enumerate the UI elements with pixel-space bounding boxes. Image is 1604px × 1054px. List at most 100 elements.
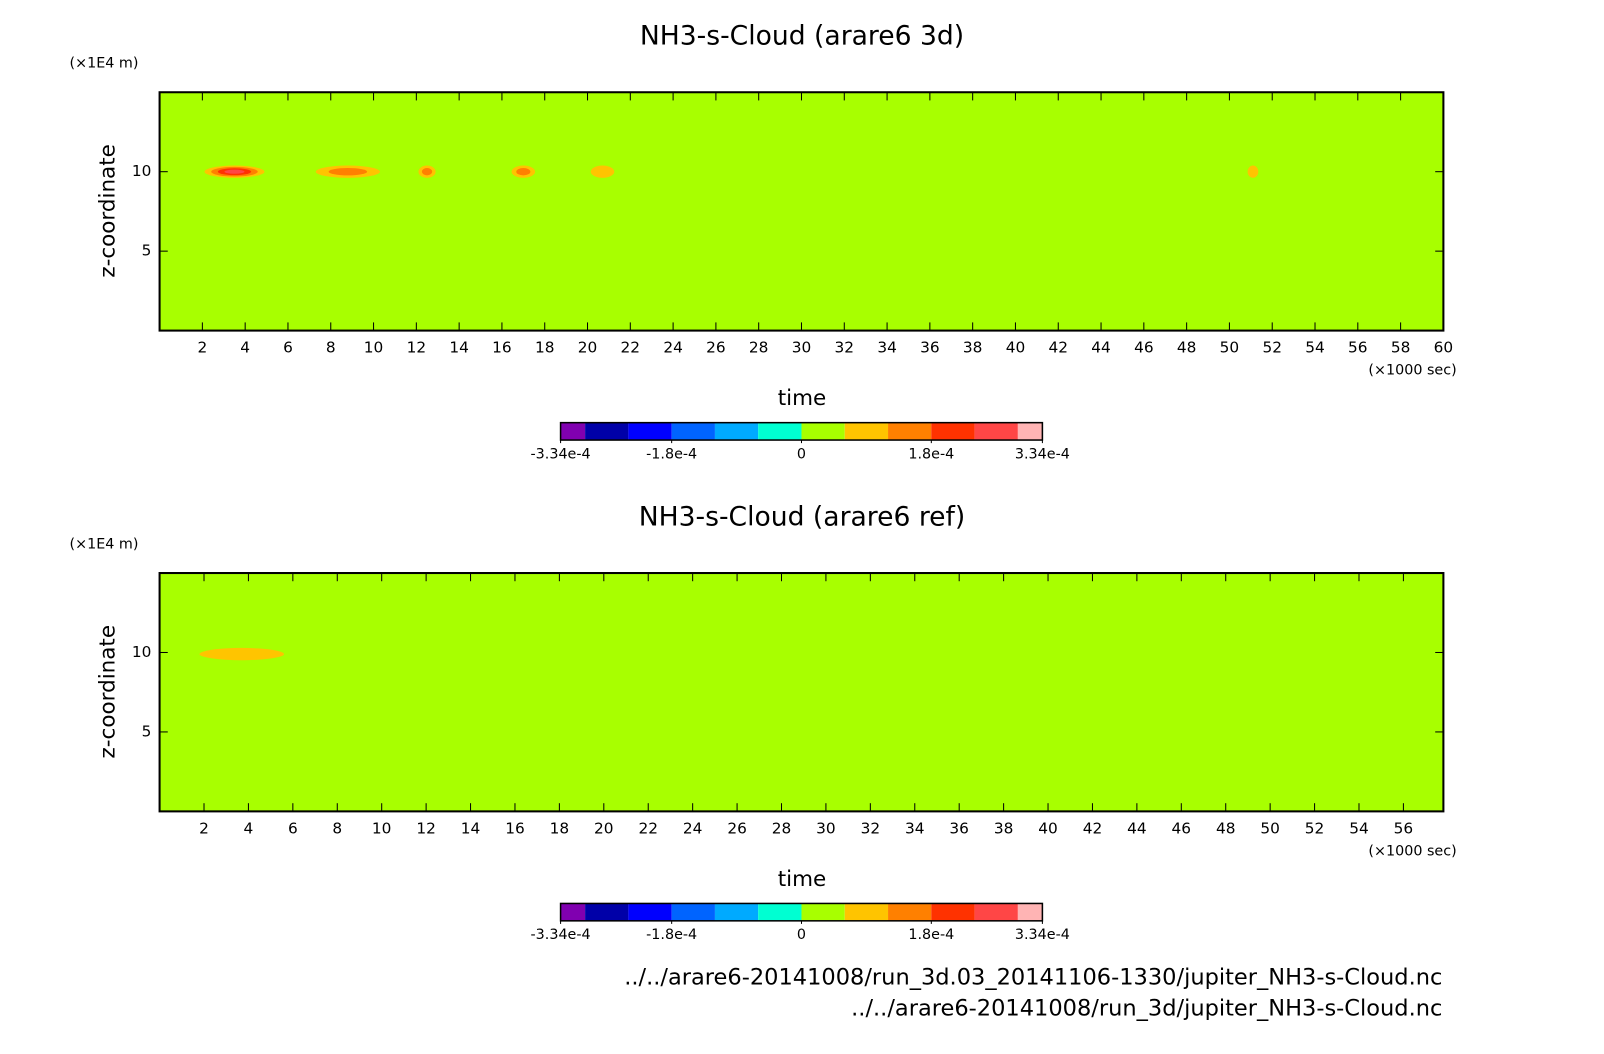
colorbar-segment bbox=[931, 422, 975, 441]
x-tick-label: 42 bbox=[1048, 338, 1068, 356]
y-unit: (×1E4 m) bbox=[70, 56, 139, 72]
colorbar-segment bbox=[1017, 903, 1043, 921]
x-tick-label: 54 bbox=[1305, 338, 1325, 356]
colorbar-segment bbox=[801, 903, 845, 921]
cloud-contour bbox=[199, 647, 284, 661]
colorbar-label: 0 bbox=[797, 446, 806, 462]
features bbox=[204, 165, 1259, 178]
x-tick-label: 40 bbox=[1038, 819, 1058, 837]
x-tick-label: 52 bbox=[1305, 819, 1325, 837]
x-tick-label: 8 bbox=[332, 819, 342, 837]
colorbar-segment bbox=[671, 903, 715, 921]
y-axis-label: z-coordinate bbox=[95, 144, 120, 278]
colorbar-segment bbox=[888, 903, 932, 921]
x-tick-label: 26 bbox=[727, 819, 747, 837]
colorbar-segment bbox=[758, 422, 802, 441]
x-tick-label: 40 bbox=[1006, 338, 1026, 356]
x-tick-label: 32 bbox=[861, 819, 881, 837]
plot-frame bbox=[158, 572, 1445, 813]
chart-title: NH3-s-Cloud (arare6 3d) bbox=[640, 21, 964, 52]
x-tick-label: 10 bbox=[364, 338, 384, 356]
colorbar-segment bbox=[585, 903, 629, 921]
x-tick-label: 28 bbox=[772, 819, 792, 837]
x-tick-label: 14 bbox=[449, 338, 469, 356]
x-tick-label: 24 bbox=[663, 338, 683, 356]
colorbar-segment bbox=[585, 422, 629, 441]
x-tick-label: 48 bbox=[1216, 819, 1236, 837]
colorbar-segment bbox=[844, 903, 889, 921]
cloud-contour bbox=[1247, 165, 1259, 178]
x-tick-label: 56 bbox=[1394, 819, 1414, 837]
x-tick-label: 60 bbox=[1434, 338, 1454, 356]
x-tick-label: 16 bbox=[492, 338, 512, 356]
x-tick-label: 8 bbox=[326, 338, 336, 356]
colorbar-segment bbox=[714, 903, 759, 921]
x-tick-label: 34 bbox=[905, 819, 925, 837]
x-tick-label: 50 bbox=[1260, 819, 1280, 837]
x-tick-label: 6 bbox=[283, 338, 293, 356]
colorbar-segment bbox=[628, 422, 672, 441]
x-unit: (×1000 sec) bbox=[1368, 843, 1456, 859]
colorbar-segment bbox=[888, 422, 932, 441]
x-tick-label: 20 bbox=[594, 819, 614, 837]
x-tick-label: 46 bbox=[1134, 338, 1154, 356]
colorbar-label: 3.34e-4 bbox=[1015, 446, 1070, 462]
x-tick-label: 38 bbox=[994, 819, 1014, 837]
colorbar-label: -3.34e-4 bbox=[531, 446, 591, 462]
y-axis-label: z-coordinate bbox=[95, 625, 120, 759]
x-tick-label: 36 bbox=[920, 338, 940, 356]
x-tick-label: 56 bbox=[1348, 338, 1368, 356]
x-unit: (×1000 sec) bbox=[1368, 362, 1456, 378]
x-tick-label: 12 bbox=[416, 819, 436, 837]
x-tick-label: 12 bbox=[407, 338, 427, 356]
x-tick-label: 16 bbox=[505, 819, 525, 837]
colorbar-label: -1.8e-4 bbox=[646, 446, 697, 462]
x-tick-label: 42 bbox=[1083, 819, 1103, 837]
cloud-contour bbox=[421, 168, 433, 176]
x-tick-label: 26 bbox=[706, 338, 726, 356]
cloud-contour bbox=[224, 169, 245, 174]
x-tick-label: 18 bbox=[535, 338, 555, 356]
x-tick-label: 30 bbox=[792, 338, 812, 356]
colorbar-label: 1.8e-4 bbox=[908, 927, 954, 943]
x-tick-label: 18 bbox=[550, 819, 570, 837]
cloud-contour bbox=[328, 168, 368, 176]
colorbar-segment bbox=[1017, 422, 1043, 441]
panel: NH3-s-Cloud (arare6 ref)(×1E4 m)2 4 6 8 10 12… bbox=[70, 501, 1457, 943]
field-background bbox=[159, 92, 1444, 331]
colorbar-segment bbox=[628, 903, 672, 921]
x-tick-label: 22 bbox=[621, 338, 641, 356]
x-tick-label: 58 bbox=[1391, 338, 1411, 356]
colorbar-segment bbox=[974, 903, 1018, 921]
x-tick-label: 38 bbox=[963, 338, 983, 356]
x-tick-label: 28 bbox=[749, 338, 769, 356]
colorbar-segment bbox=[844, 422, 889, 441]
cloud-contour bbox=[516, 168, 531, 176]
y-tick-label: 10 bbox=[132, 643, 152, 661]
field-background bbox=[159, 573, 1444, 812]
file-path: ../../arare6-20141008/run_3d.03_20141106… bbox=[624, 965, 1442, 991]
colorbar-segment bbox=[560, 903, 586, 921]
x-tick-label: 44 bbox=[1091, 338, 1111, 356]
x-tick-label: 30 bbox=[816, 819, 836, 837]
colorbar-segment bbox=[758, 903, 802, 921]
x-tick-label: 48 bbox=[1177, 338, 1197, 356]
colorbar-segment bbox=[974, 422, 1018, 441]
x-tick-label: 6 bbox=[288, 819, 298, 837]
y-unit: (×1E4 m) bbox=[70, 536, 139, 552]
x-tick-label: 52 bbox=[1262, 338, 1282, 356]
cloud-contour bbox=[590, 165, 615, 178]
colorbar-label: -3.34e-4 bbox=[531, 927, 591, 943]
x-tick-label: 10 bbox=[372, 819, 392, 837]
x-tick-label: 44 bbox=[1127, 819, 1147, 837]
x-tick-label: 4 bbox=[244, 819, 254, 837]
colorbar-segment bbox=[671, 422, 715, 441]
x-axis-label: time bbox=[778, 867, 827, 892]
x-tick-label: 20 bbox=[578, 338, 598, 356]
colorbar-segment bbox=[560, 422, 586, 441]
x-tick-label: 32 bbox=[835, 338, 855, 356]
x-tick-label: 14 bbox=[461, 819, 481, 837]
x-tick-label: 2 bbox=[197, 338, 207, 356]
